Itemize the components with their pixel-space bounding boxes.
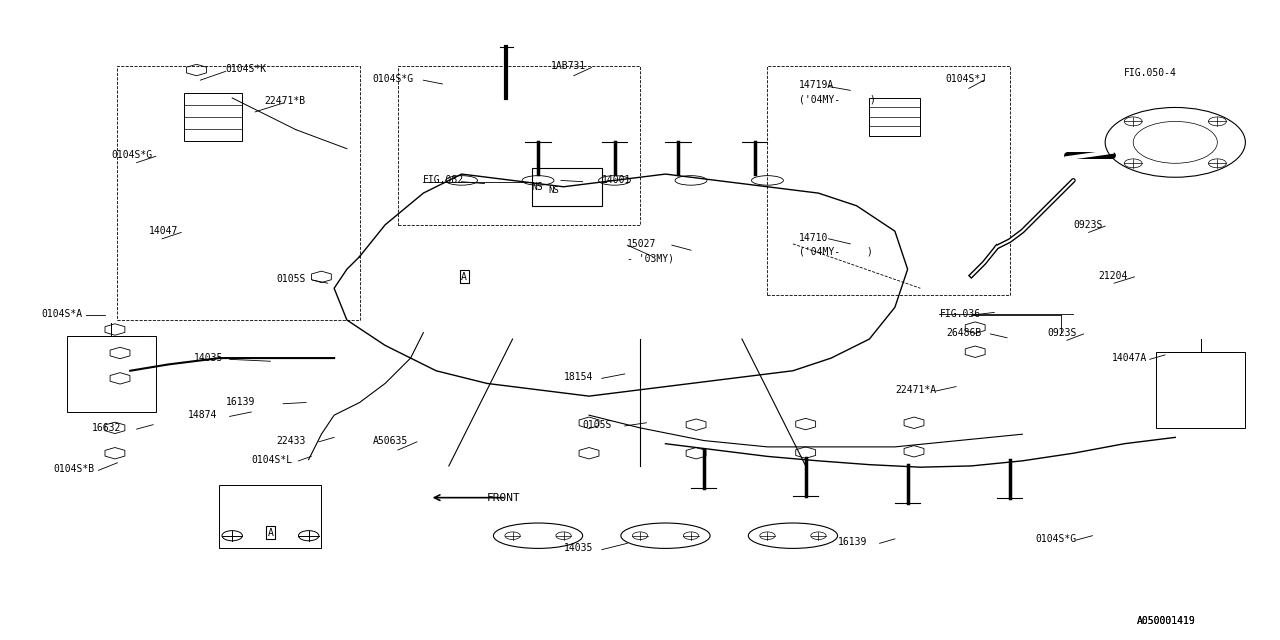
Bar (184, 93, 242, 141)
Text: 16632: 16632 (92, 423, 122, 433)
Text: 14035: 14035 (195, 353, 223, 363)
Text: 0104S*G: 0104S*G (111, 150, 152, 160)
Text: 15027: 15027 (627, 239, 657, 249)
Text: 0105S: 0105S (582, 420, 612, 429)
Text: - '03MY): - '03MY) (627, 253, 675, 264)
Text: 1AB731: 1AB731 (550, 61, 586, 71)
Text: 14047: 14047 (150, 226, 179, 236)
Text: 14035: 14035 (563, 543, 593, 554)
Bar (869, 98, 920, 136)
Text: A050001419: A050001419 (1137, 616, 1196, 627)
Text: 0105S: 0105S (276, 274, 306, 284)
Text: 26486B: 26486B (946, 328, 980, 338)
Text: A: A (461, 272, 467, 282)
Text: A50635: A50635 (372, 436, 407, 445)
Text: ('04MY-: ('04MY- (799, 94, 841, 104)
Text: 0923S: 0923S (1074, 220, 1102, 230)
Bar (219, 485, 321, 548)
Text: NS: NS (531, 182, 544, 192)
Text: 0104S*G: 0104S*G (372, 74, 413, 84)
Text: 18154: 18154 (563, 372, 593, 382)
Text: 0104S*L: 0104S*L (251, 454, 292, 465)
Text: A050001419: A050001419 (1137, 616, 1196, 627)
Text: ('04MY-: ('04MY- (799, 246, 841, 257)
Text: FIG.050-4: FIG.050-4 (1124, 68, 1178, 77)
Text: 21204: 21204 (1098, 271, 1128, 280)
Text: 0104S*J: 0104S*J (946, 74, 987, 84)
Text: 22471*A: 22471*A (895, 385, 936, 395)
Text: 14719A: 14719A (799, 80, 835, 90)
Text: FIG.082: FIG.082 (424, 175, 465, 186)
Text: FIG.036: FIG.036 (940, 308, 980, 319)
Text: 16139: 16139 (225, 397, 255, 408)
Text: 14874: 14874 (188, 410, 216, 420)
Text: NS: NS (548, 186, 559, 195)
Text: 0923S: 0923S (1048, 328, 1078, 338)
Text: 0104S*G: 0104S*G (1036, 534, 1076, 544)
Bar (1156, 352, 1245, 428)
Text: FRONT: FRONT (488, 493, 521, 502)
Text: ): ) (869, 94, 876, 104)
Text: 0104S*A: 0104S*A (41, 308, 82, 319)
Bar (67, 336, 156, 412)
Text: 22471*B: 22471*B (264, 96, 305, 106)
Bar (531, 168, 602, 206)
Text: ): ) (867, 246, 873, 257)
Text: 16139: 16139 (837, 537, 867, 547)
Text: 14710: 14710 (799, 232, 828, 243)
Text: 0104S*B: 0104S*B (54, 464, 95, 474)
Text: 14047A: 14047A (1111, 353, 1147, 363)
Text: 0104S*K: 0104S*K (225, 65, 268, 74)
Text: A: A (268, 527, 274, 538)
Text: 22433: 22433 (276, 436, 306, 445)
Text: 14001: 14001 (602, 175, 631, 186)
